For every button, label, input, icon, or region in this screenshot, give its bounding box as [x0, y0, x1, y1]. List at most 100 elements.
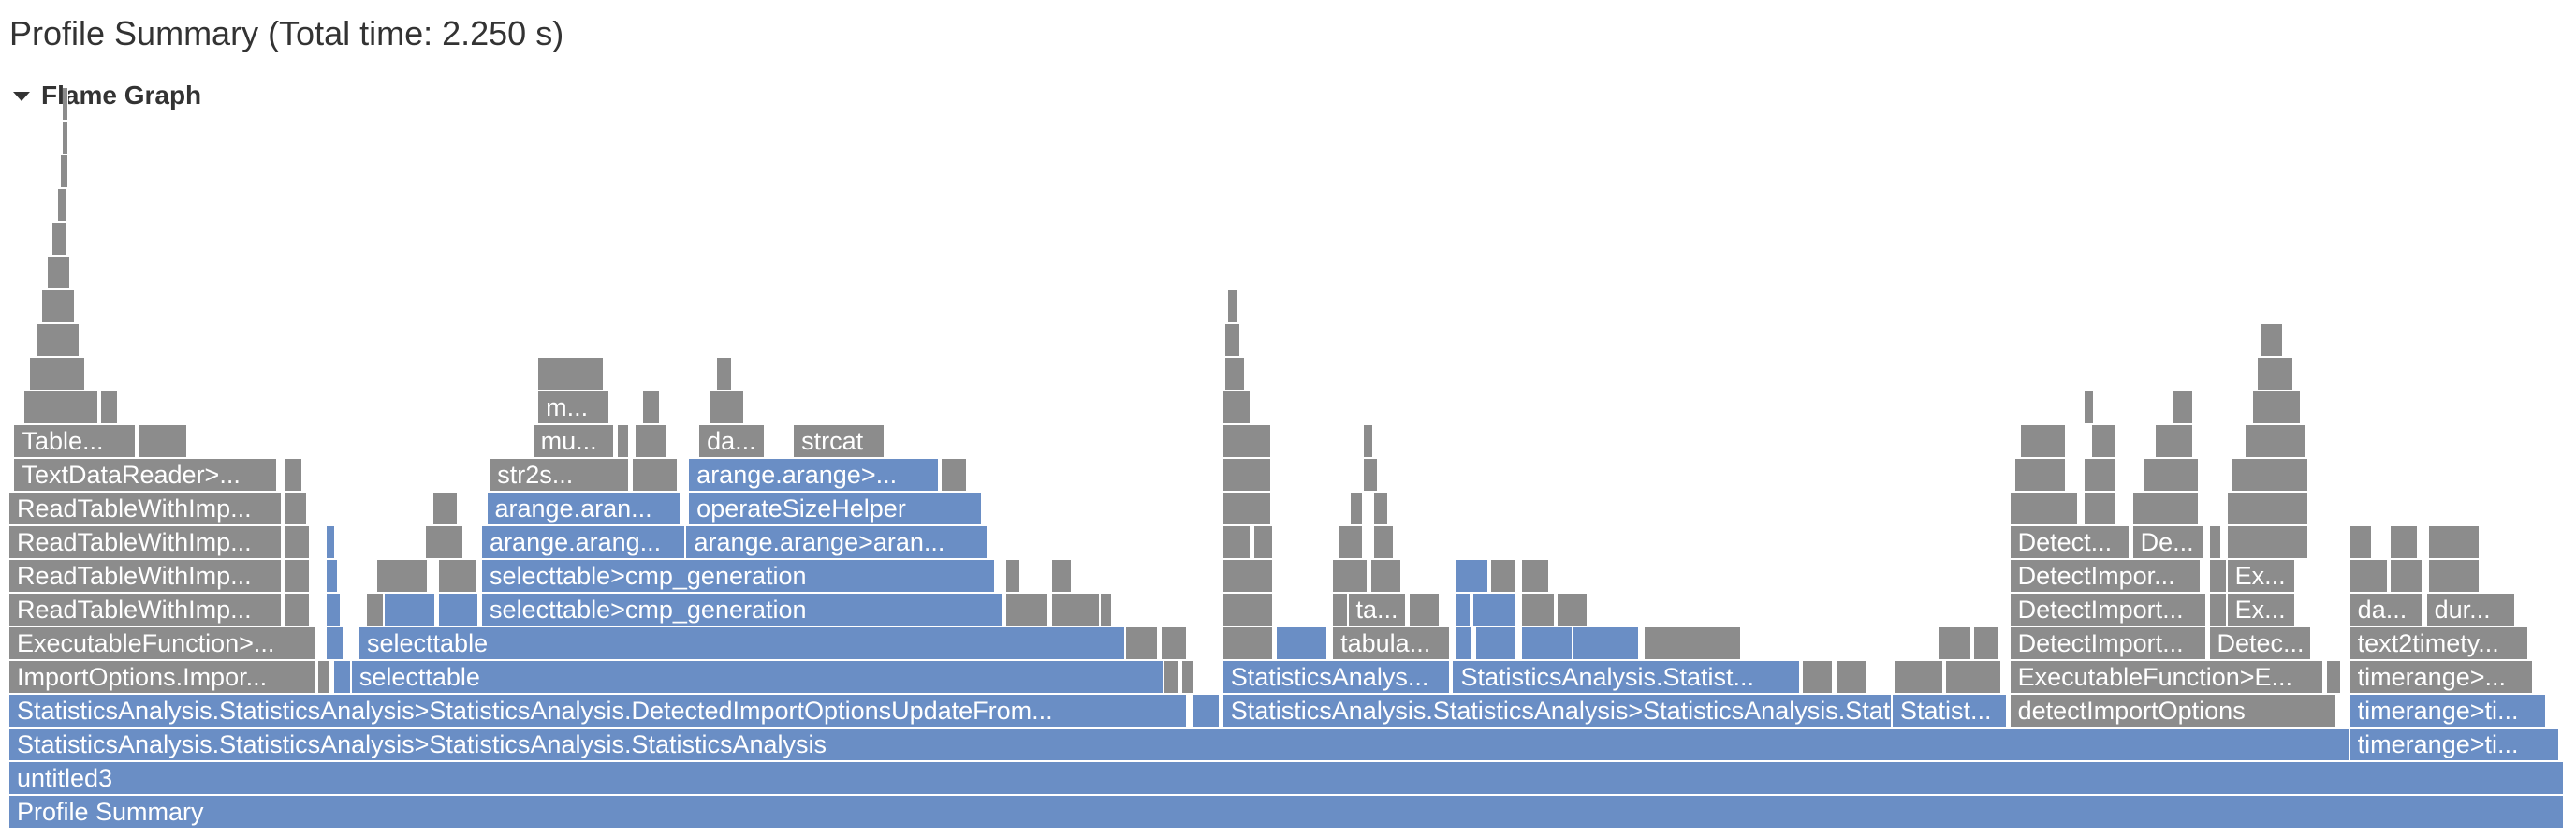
- flame-frame[interactable]: arange.arange>aran...: [686, 526, 988, 560]
- flame-frame[interactable]: timerange>ti...: [2349, 729, 2560, 762]
- flame-frame[interactable]: ImportOptions.Impor...: [9, 661, 316, 695]
- flame-frame[interactable]: [1491, 560, 1517, 594]
- flame-frame[interactable]: [1051, 594, 1101, 627]
- flame-frame[interactable]: [643, 391, 662, 425]
- flame-frame[interactable]: ReadTableWithImp...: [9, 526, 284, 560]
- flame-frame[interactable]: [326, 594, 342, 627]
- flame-graph-section-toggle[interactable]: Flame Graph: [13, 75, 201, 116]
- flame-frame[interactable]: [1100, 594, 1114, 627]
- flame-frame[interactable]: [1522, 627, 1573, 661]
- flame-frame[interactable]: [433, 493, 460, 526]
- flame-frame[interactable]: [2015, 459, 2067, 493]
- flame-frame[interactable]: [2349, 560, 2389, 594]
- flame-frame[interactable]: StatisticsAnalysis.StatisticsAnalysis>St…: [1222, 695, 1893, 729]
- flame-frame[interactable]: [326, 526, 337, 560]
- flame-frame[interactable]: [2132, 493, 2200, 526]
- flame-frame[interactable]: [1895, 661, 1944, 695]
- flame-frame[interactable]: StatisticsAnalysis.Statist...: [1453, 661, 1801, 695]
- flame-frame[interactable]: Detec...: [2209, 627, 2312, 661]
- flame-frame[interactable]: text2timety...: [2349, 627, 2529, 661]
- flame-frame[interactable]: ExecutableFunction>E...: [2010, 661, 2325, 695]
- flame-frame[interactable]: Ex...: [2227, 560, 2297, 594]
- flame-frame[interactable]: [1558, 594, 1589, 627]
- flame-frame[interactable]: [285, 594, 312, 627]
- flame-frame[interactable]: da...: [2349, 594, 2424, 627]
- flame-frame[interactable]: [2391, 526, 2420, 560]
- flame-frame[interactable]: strcat: [794, 425, 886, 459]
- flame-frame[interactable]: [1222, 459, 1272, 493]
- flame-frame[interactable]: [2327, 661, 2343, 695]
- flame-frame[interactable]: [285, 560, 312, 594]
- flame-frame[interactable]: [1222, 594, 1275, 627]
- flame-frame[interactable]: [710, 391, 746, 425]
- flame-frame[interactable]: Ex...: [2227, 594, 2297, 627]
- flame-frame[interactable]: ta...: [1348, 594, 1408, 627]
- flame-frame[interactable]: [2252, 391, 2302, 425]
- flame-frame[interactable]: [2084, 493, 2118, 526]
- flame-frame[interactable]: da...: [699, 425, 767, 459]
- flame-frame[interactable]: untitled3: [9, 762, 2565, 796]
- flame-frame[interactable]: [63, 88, 68, 122]
- flame-frame[interactable]: [2084, 391, 2095, 425]
- flame-frame[interactable]: [2429, 560, 2481, 594]
- flame-frame[interactable]: [2091, 425, 2118, 459]
- flame-frame[interactable]: [52, 223, 68, 257]
- flame-frame[interactable]: [1277, 627, 1328, 661]
- flame-frame[interactable]: [1456, 560, 1489, 594]
- flame-frame[interactable]: [367, 594, 386, 627]
- flame-frame[interactable]: Table...: [14, 425, 138, 459]
- flame-frame[interactable]: [1222, 391, 1251, 425]
- flame-frame[interactable]: [1225, 358, 1247, 391]
- flame-frame[interactable]: [37, 324, 81, 358]
- flame-frame[interactable]: [1473, 594, 1517, 627]
- flame-frame[interactable]: [1410, 594, 1441, 627]
- flame-frame[interactable]: [1182, 661, 1195, 695]
- flame-frame[interactable]: [326, 560, 340, 594]
- flame-frame[interactable]: [1005, 560, 1022, 594]
- flame-frame[interactable]: StatisticsAnalysis.StatisticsAnalysis>St…: [9, 695, 1188, 729]
- flame-frame[interactable]: [1253, 526, 1275, 560]
- flame-frame[interactable]: [333, 661, 352, 695]
- flame-frame[interactable]: ExecutableFunction>...: [9, 627, 316, 661]
- flame-frame[interactable]: ReadTableWithImp...: [9, 594, 284, 627]
- flame-frame[interactable]: [1351, 493, 1364, 526]
- flame-frame[interactable]: StatisticsAnalysis.StatisticsAnalysis>St…: [9, 729, 2350, 762]
- flame-frame[interactable]: [139, 425, 189, 459]
- flame-frame[interactable]: [2349, 526, 2374, 560]
- flame-frame[interactable]: [538, 358, 606, 391]
- flame-frame[interactable]: [285, 526, 312, 560]
- flame-frame[interactable]: str2s...: [490, 459, 631, 493]
- flame-frame[interactable]: [1162, 627, 1188, 661]
- flame-frame[interactable]: arange.arang...: [482, 526, 687, 560]
- flame-frame[interactable]: [1222, 627, 1275, 661]
- flame-frame[interactable]: selecttable>cmp_generation: [482, 560, 996, 594]
- flame-frame[interactable]: selecttable>cmp_generation: [482, 594, 1003, 627]
- flame-frame[interactable]: [318, 661, 331, 695]
- flame-frame[interactable]: Profile Summary: [9, 796, 2565, 830]
- flame-frame[interactable]: [1192, 695, 1221, 729]
- flame-frame[interactable]: [57, 189, 68, 223]
- flame-frame[interactable]: dur...: [2426, 594, 2517, 627]
- flame-frame[interactable]: detectImportOptions: [2010, 695, 2338, 729]
- flame-frame[interactable]: [60, 155, 68, 189]
- flame-frame[interactable]: [717, 358, 733, 391]
- flame-frame[interactable]: [1228, 290, 1239, 324]
- flame-frame[interactable]: [1338, 526, 1364, 560]
- flame-frame[interactable]: [1005, 594, 1050, 627]
- flame-frame[interactable]: arange.aran...: [487, 493, 681, 526]
- flame-frame[interactable]: [2391, 560, 2424, 594]
- flame-frame[interactable]: Statist...: [1893, 695, 2008, 729]
- flame-frame[interactable]: [1333, 560, 1369, 594]
- flame-frame[interactable]: [2084, 459, 2118, 493]
- flame-frame[interactable]: [617, 425, 631, 459]
- flame-frame[interactable]: [2209, 594, 2228, 627]
- flame-frame[interactable]: [326, 627, 344, 661]
- flame-frame[interactable]: arange.arange>...: [689, 459, 940, 493]
- flame-frame[interactable]: [2245, 425, 2307, 459]
- flame-frame[interactable]: [385, 594, 436, 627]
- flame-frame[interactable]: mu...: [533, 425, 615, 459]
- flame-frame[interactable]: [2227, 526, 2309, 560]
- flame-frame[interactable]: [1373, 493, 1390, 526]
- flame-frame[interactable]: DetectImpor...: [2010, 560, 2203, 594]
- flame-frame[interactable]: [1946, 661, 2003, 695]
